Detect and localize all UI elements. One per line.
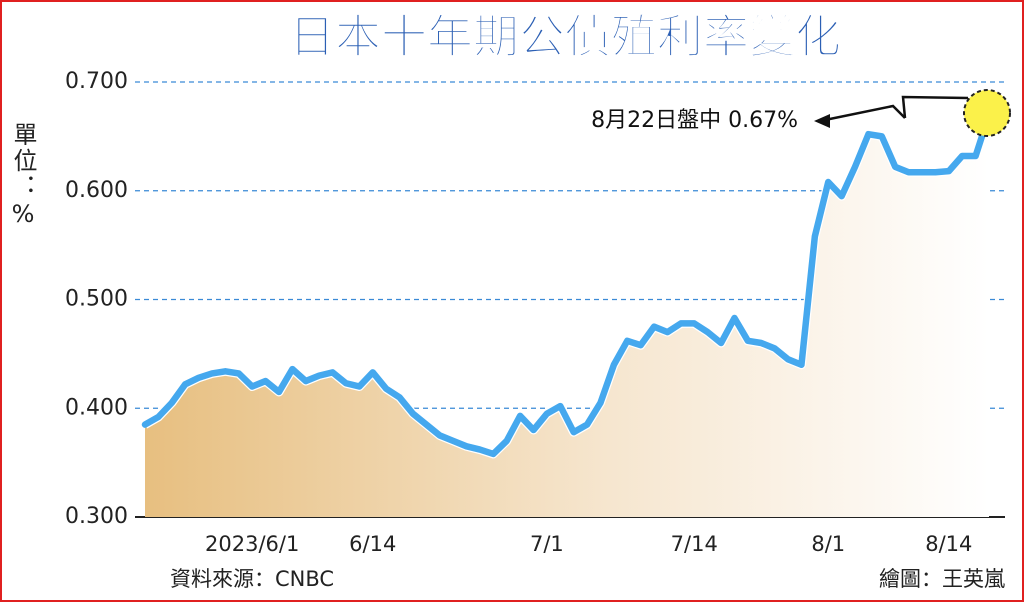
x-tick-label: 8/14 bbox=[925, 532, 972, 556]
credit: 繪圖：王英嵐 bbox=[879, 567, 1005, 591]
annotation-arrow bbox=[819, 104, 906, 123]
plot bbox=[141, 111, 994, 517]
y-tick-label: 0.600 bbox=[65, 178, 128, 203]
y-axis-label: 單位：% bbox=[9, 122, 37, 230]
line bbox=[141, 111, 993, 458]
x-tick-label: 2023/6/1 bbox=[205, 532, 299, 556]
area bbox=[145, 114, 989, 517]
y-tick-label: 0.500 bbox=[65, 287, 128, 312]
y-tick-label: 0.700 bbox=[65, 69, 128, 94]
x-tick-label: 7/14 bbox=[671, 532, 718, 556]
highlight-circle bbox=[963, 89, 1011, 137]
y-tick-label: 0.400 bbox=[65, 395, 128, 420]
x-tick-label: 6/14 bbox=[349, 532, 396, 556]
annotation-arrow bbox=[901, 95, 969, 119]
annotation: 8月22日盤中 0.67% bbox=[591, 108, 798, 133]
x-tick-label: 8/1 bbox=[811, 532, 845, 556]
y-tick-label: 0.300 bbox=[65, 504, 128, 529]
source: 資料來源：CNBC bbox=[170, 567, 334, 591]
arrow-head bbox=[814, 114, 830, 128]
chart-title: 日本十年期公債殖利率變化 bbox=[289, 10, 841, 64]
x-tick-label: 7/1 bbox=[530, 532, 564, 556]
